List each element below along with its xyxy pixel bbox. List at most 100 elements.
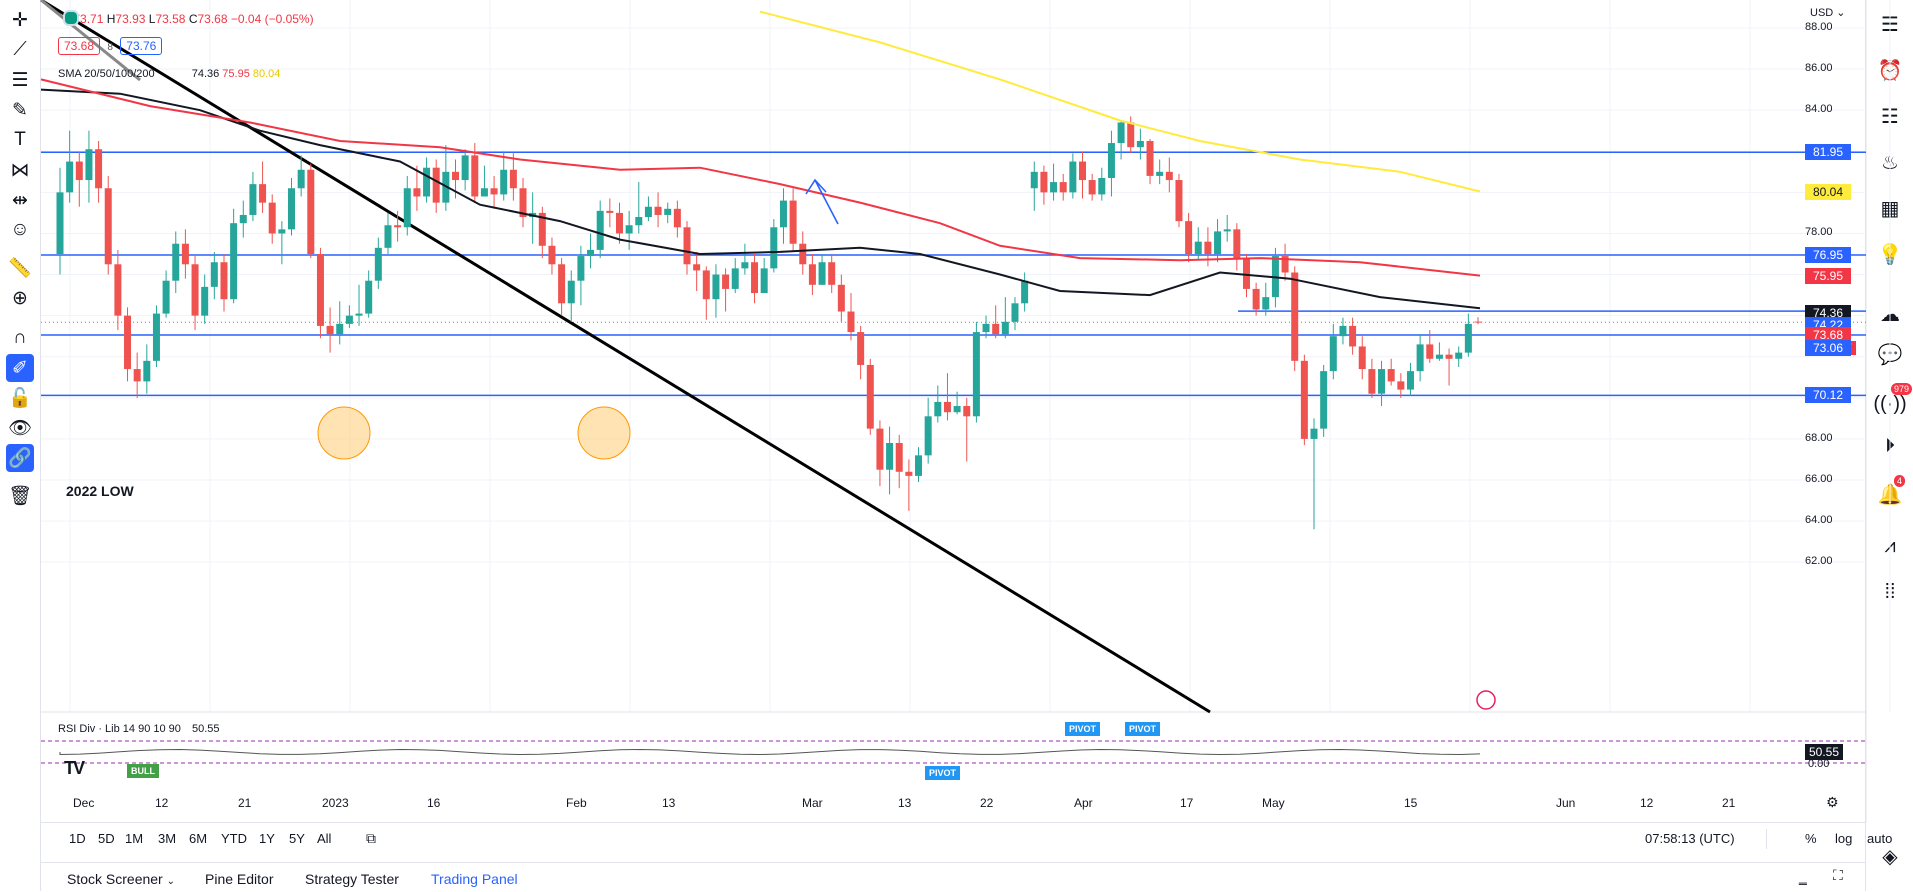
range-button-6m[interactable]: 6M bbox=[189, 831, 208, 846]
candle-body bbox=[741, 262, 749, 269]
range-button-all[interactable]: All bbox=[317, 831, 332, 846]
bull-marker: BULL bbox=[127, 764, 159, 778]
time-axis-tick: May bbox=[1262, 796, 1285, 810]
minimize-icon[interactable]: ‗ bbox=[1799, 869, 1807, 885]
candle-body bbox=[95, 149, 103, 189]
price-axis-tick: 86.00 bbox=[1805, 62, 1833, 75]
sma-20-line bbox=[40, 88, 1481, 310]
candle-body bbox=[1397, 381, 1405, 390]
range-button-1m[interactable]: 1M bbox=[125, 831, 144, 846]
price-axis-label: 80.04 bbox=[1805, 183, 1851, 200]
time-axis[interactable]: Dec 12 21 2023 16 Feb 13 Mar 13 22 Apr 17 May 15 Jun 12… bbox=[41, 792, 1865, 816]
tab-stock-screener[interactable]: Stock Screener ⌄ bbox=[67, 871, 175, 887]
emoji-icon[interactable]: ☺ bbox=[10, 219, 30, 240]
candle-body bbox=[693, 264, 701, 271]
sell-price-button[interactable]: 73.68 bbox=[58, 37, 101, 55]
candle-body bbox=[172, 243, 180, 281]
text-icon[interactable]: T bbox=[14, 129, 26, 150]
chart-settings-gear-icon[interactable]: ⚙ bbox=[1826, 794, 1839, 810]
fib-retracement-icon[interactable]: ☰ bbox=[11, 69, 29, 91]
trash-icon[interactable]: 🗑 bbox=[7, 486, 33, 507]
market-status-icon[interactable] bbox=[63, 10, 79, 26]
candle-body bbox=[1368, 369, 1376, 394]
crosshair-icon[interactable]: ✛ bbox=[12, 9, 28, 31]
candle-body bbox=[982, 323, 990, 333]
sma-legend: SMA 20/50/100/200 74.36 75.95 80.04 bbox=[58, 68, 280, 80]
candle-body bbox=[558, 264, 566, 304]
tab-trading-panel[interactable]: Trading Panel bbox=[431, 871, 518, 887]
log-toggle[interactable]: log bbox=[1835, 831, 1853, 846]
tab-strategy-tester[interactable]: Strategy Tester bbox=[305, 871, 399, 887]
divider bbox=[1766, 829, 1767, 849]
candle-body bbox=[770, 227, 778, 269]
date-range-calendar-icon[interactable]: ⧉ bbox=[366, 830, 376, 846]
candle-body bbox=[1339, 325, 1347, 337]
bottom-panel-tabs: Stock Screener ⌄ Pine Editor Strategy Te… bbox=[41, 862, 1865, 892]
downtrend-line bbox=[40, 0, 1211, 714]
candle-body bbox=[1416, 344, 1424, 372]
buy-price-button[interactable]: 73.76 bbox=[120, 37, 163, 55]
candle-body bbox=[451, 171, 459, 181]
candle-body bbox=[866, 364, 874, 429]
range-button-5y[interactable]: 5Y bbox=[289, 831, 305, 846]
currency-selector[interactable]: USD ⌄ bbox=[1810, 7, 1846, 19]
percent-toggle[interactable]: % bbox=[1805, 831, 1817, 846]
range-button-3m[interactable]: 3M bbox=[158, 831, 177, 846]
ruler-icon[interactable]: 📏 bbox=[8, 258, 32, 279]
auto-toggle[interactable]: auto bbox=[1867, 831, 1893, 846]
layers-icon[interactable]: ◈ bbox=[1882, 845, 1898, 868]
pattern-icon[interactable]: ⋈ bbox=[10, 159, 30, 181]
zoom-in-icon[interactable]: ⊕ bbox=[12, 287, 28, 309]
candle-body bbox=[1329, 336, 1337, 372]
candle-body bbox=[683, 227, 691, 265]
candle-body bbox=[365, 280, 373, 314]
candle-body bbox=[201, 286, 209, 316]
tab-pine-editor[interactable]: Pine Editor bbox=[205, 871, 274, 887]
rsi-zero-tick: 0.00 bbox=[1808, 758, 1830, 770]
candle-body bbox=[577, 256, 585, 281]
price-axis-tick: 64.00 bbox=[1805, 514, 1833, 527]
link-icon[interactable]: 🔗 bbox=[6, 444, 34, 472]
price-axis-label: 75.95 bbox=[1805, 267, 1851, 284]
stay-in-drawing-mode-icon[interactable]: ✐ bbox=[6, 354, 34, 382]
rsi-value-text: 50.55 bbox=[191, 723, 220, 735]
eye-icon[interactable]: 👁 bbox=[7, 418, 33, 439]
range-button-5d[interactable]: 5D bbox=[98, 831, 115, 846]
range-button-ytd[interactable]: YTD bbox=[221, 831, 247, 846]
candle-body bbox=[1079, 161, 1087, 181]
time-axis-tick: 17 bbox=[1180, 796, 1194, 810]
chevron-down-icon[interactable]: ⌄ bbox=[166, 876, 175, 887]
magnet-icon[interactable]: ∩ bbox=[13, 327, 27, 348]
range-button-1d[interactable]: 1D bbox=[69, 831, 86, 846]
double-bottom-circle bbox=[317, 406, 371, 460]
prediction-icon[interactable]: ⇹ bbox=[12, 189, 28, 211]
utc-clock[interactable]: 07:58:13 (UTC) bbox=[1645, 831, 1735, 846]
brush-icon[interactable]: ✎ bbox=[12, 99, 28, 121]
trend-line-icon[interactable]: ⟋ bbox=[13, 39, 27, 60]
alerts-count-badge: 4 bbox=[1894, 475, 1906, 487]
candle-body bbox=[972, 332, 980, 417]
candle-body bbox=[1406, 371, 1414, 390]
candle-body bbox=[143, 360, 151, 382]
pivot-marker-high-1: PIVOT bbox=[1065, 722, 1101, 736]
candle-body bbox=[114, 264, 122, 316]
candle-body bbox=[654, 206, 662, 215]
candle-body bbox=[1300, 360, 1308, 439]
time-axis-tick: Mar bbox=[802, 796, 823, 810]
ohlc-low: 73.58 bbox=[155, 12, 186, 26]
candle-body bbox=[345, 315, 353, 324]
candle-body bbox=[1107, 143, 1115, 178]
lock-icon[interactable]: 🔓 bbox=[8, 388, 32, 409]
range-button-1y[interactable]: 1Y bbox=[259, 831, 275, 846]
candle-body bbox=[461, 155, 469, 181]
candle-body bbox=[336, 323, 344, 335]
candle-body bbox=[239, 214, 247, 224]
candle-body bbox=[210, 262, 218, 287]
candle-body bbox=[808, 264, 816, 285]
sma-50-line bbox=[40, 78, 1481, 277]
candle-body bbox=[1069, 161, 1077, 193]
time-axis-tick: 13 bbox=[898, 796, 912, 810]
maximize-icon[interactable]: ⛶ bbox=[1833, 867, 1843, 883]
candle-body bbox=[934, 401, 942, 417]
